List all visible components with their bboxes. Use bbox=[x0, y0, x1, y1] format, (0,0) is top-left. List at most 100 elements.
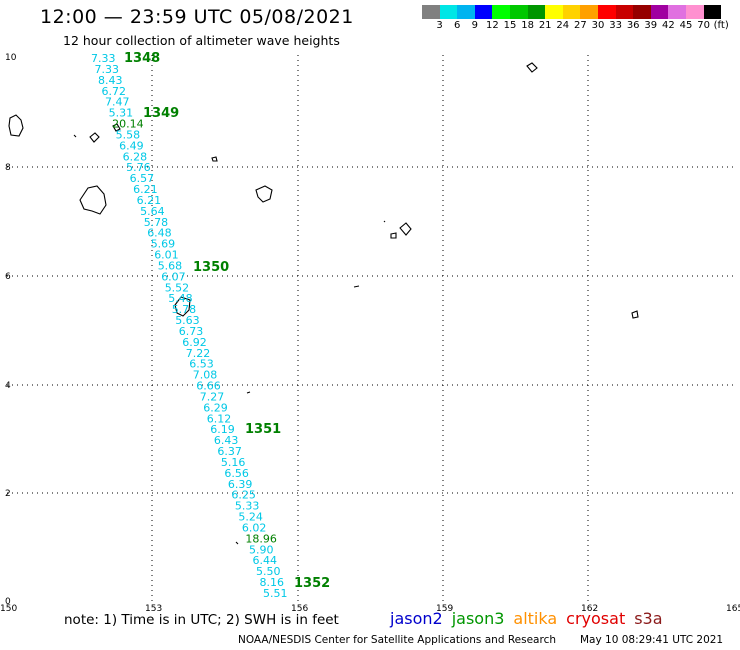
wave-height-reading: 7.47 bbox=[105, 96, 130, 109]
wave-height-reading: 5.58 bbox=[116, 128, 141, 141]
wave-height-reading: 6.56 bbox=[224, 467, 249, 480]
wave-height-reading: 5.76 bbox=[126, 161, 151, 174]
wave-height-reading: 6.43 bbox=[214, 434, 239, 447]
legend-entry: jason3 bbox=[451, 609, 505, 628]
wave-height-reading: 5.51 bbox=[263, 587, 288, 600]
scale-label: 30 bbox=[591, 20, 605, 31]
wave-height-reading: 6.48 bbox=[147, 227, 172, 240]
wave-height-color-scale bbox=[422, 5, 722, 19]
y-tick-label: 10 bbox=[5, 53, 17, 63]
scale-label: 33 bbox=[609, 20, 622, 31]
legend-entry: s3a bbox=[634, 609, 663, 628]
island-outline bbox=[399, 222, 412, 236]
scale-label: 27 bbox=[574, 20, 587, 31]
scale-swatch bbox=[685, 5, 704, 19]
wave-height-reading: 5.52 bbox=[165, 281, 190, 294]
scale-swatch bbox=[457, 5, 475, 19]
scale-swatch bbox=[703, 5, 722, 19]
lat-lon-grid bbox=[7, 55, 733, 603]
island-outline bbox=[390, 232, 397, 239]
wave-height-reading: 6.53 bbox=[189, 358, 214, 371]
island-outline bbox=[255, 185, 273, 203]
island-outline bbox=[631, 310, 639, 319]
x-tick-label: 165 bbox=[726, 604, 740, 614]
wave-height-reading: 5.68 bbox=[158, 259, 183, 272]
axis-ticks: 150 153 156 159 162 165 10 8 6 4 2 0 bbox=[0, 53, 740, 614]
map-title: 12:00 — 23:59 UTC 05/08/2021 bbox=[40, 6, 354, 28]
island-outline bbox=[112, 123, 121, 132]
scale-swatch bbox=[509, 5, 528, 19]
scale-label: 42 bbox=[662, 20, 675, 31]
wave-height-reading: 8.16 bbox=[260, 576, 285, 589]
altimeter-track: 7.337.338.436.727.475.3120.145.586.496.2… bbox=[91, 51, 330, 600]
scale-swatch bbox=[615, 5, 634, 19]
x-tick-label: 150 bbox=[0, 604, 17, 614]
generated-timestamp: May 10 08:29:41 UTC 2021 bbox=[580, 634, 724, 646]
wave-height-reading: 6.66 bbox=[196, 380, 221, 393]
wave-height-reading: 6.19 bbox=[210, 423, 235, 436]
scale-swatch bbox=[439, 5, 458, 19]
legend-entry: jason2 bbox=[390, 609, 443, 628]
scale-swatch bbox=[492, 5, 510, 19]
wave-height-reading: 6.02 bbox=[242, 522, 267, 535]
island-outline bbox=[174, 296, 191, 317]
island-outline bbox=[526, 62, 538, 73]
scale-swatch bbox=[650, 5, 669, 19]
x-tick-label: 159 bbox=[436, 604, 453, 614]
scale-label: 9 bbox=[471, 20, 478, 31]
scale-label: 36 bbox=[626, 20, 640, 31]
island-outline bbox=[353, 285, 360, 288]
wave-height-reading: 5.33 bbox=[235, 500, 260, 513]
wave-height-reading: 5.63 bbox=[175, 314, 200, 327]
wave-height-reading: 7.33 bbox=[95, 63, 120, 76]
y-tick-label: 2 bbox=[5, 489, 11, 499]
wave-height-reading: 8.43 bbox=[98, 74, 123, 87]
scale-label: 70 bbox=[697, 20, 710, 31]
wave-height-reading: 5.24 bbox=[238, 511, 263, 524]
wave-height-reading: 6.28 bbox=[123, 150, 148, 163]
x-tick-label: 153 bbox=[145, 604, 162, 614]
island-outline bbox=[73, 134, 77, 138]
pass-number-label: 1349 bbox=[143, 106, 179, 121]
scale-swatch bbox=[597, 5, 616, 19]
wave-height-reading: 6.07 bbox=[161, 270, 186, 283]
island-outline bbox=[89, 132, 100, 143]
wave-height-reading: 18.96 bbox=[245, 532, 277, 545]
scale-swatch bbox=[668, 5, 686, 19]
wave-height-reading: 6.92 bbox=[182, 336, 207, 349]
x-tick-label: 162 bbox=[581, 604, 598, 614]
wave-height-reading: 6.39 bbox=[228, 478, 253, 491]
wave-height-reading: 6.21 bbox=[137, 194, 162, 207]
pass-number-label: 1348 bbox=[124, 51, 160, 66]
wave-height-reading: 6.44 bbox=[253, 554, 278, 567]
scale-label: 18 bbox=[521, 20, 534, 31]
scale-swatch bbox=[474, 5, 493, 19]
x-tick-label: 156 bbox=[291, 604, 308, 614]
wave-height-reading: 6.25 bbox=[231, 489, 256, 502]
scale-swatch bbox=[527, 5, 546, 19]
scale-label: 3 bbox=[436, 20, 443, 31]
scale-label: 21 bbox=[538, 20, 552, 31]
wave-height-reading: 5.78 bbox=[144, 216, 169, 229]
scale-swatch bbox=[422, 5, 440, 19]
scale-label: 39 bbox=[644, 20, 658, 31]
pass-number-label: 1352 bbox=[294, 576, 330, 591]
wave-height-reading: 5.64 bbox=[140, 205, 165, 218]
wave-height-reading: 6.29 bbox=[203, 401, 228, 414]
island-outline bbox=[235, 541, 239, 545]
wave-height-reading: 6.72 bbox=[102, 85, 127, 98]
scale-label: 24 bbox=[556, 20, 570, 31]
legend-entry: altika bbox=[513, 609, 558, 628]
y-tick-label: 6 bbox=[5, 272, 11, 282]
map-subtitle: 12 hour collection of altimeter wave hei… bbox=[63, 33, 340, 48]
wave-height-reading: 20.14 bbox=[112, 118, 144, 131]
y-tick-label: 4 bbox=[5, 381, 11, 391]
wave-height-reading: 6.73 bbox=[179, 325, 204, 338]
wave-height-reading: 7.22 bbox=[186, 347, 211, 360]
wave-height-reading: 7.33 bbox=[91, 52, 116, 65]
pass-number-label: 1351 bbox=[245, 422, 281, 437]
wave-height-reading: 5.31 bbox=[109, 107, 134, 120]
wave-height-reading: 6.01 bbox=[154, 249, 179, 262]
scale-swatch bbox=[545, 5, 563, 19]
